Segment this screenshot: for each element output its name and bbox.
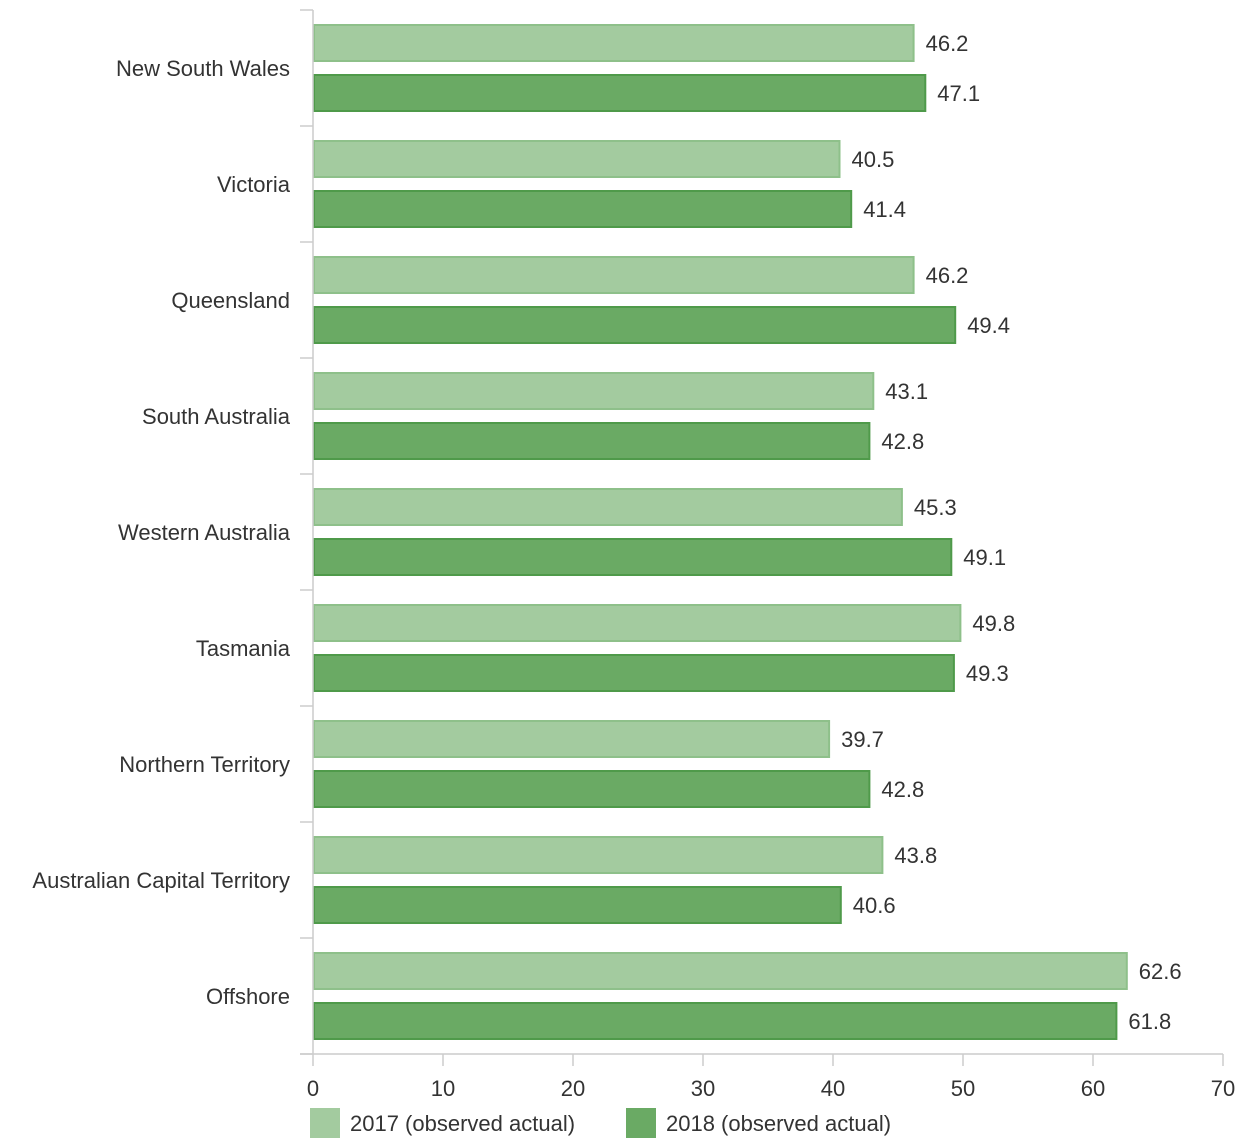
legend-label: 2018 (observed actual) (666, 1111, 891, 1136)
data-label: 49.4 (967, 313, 1010, 338)
data-label: 49.8 (972, 611, 1015, 636)
category-label: Tasmania (196, 636, 291, 661)
bar (313, 604, 962, 642)
category-label: Western Australia (118, 520, 291, 545)
bar (313, 190, 853, 228)
category-label: Queensland (171, 288, 290, 313)
data-label: 46.2 (926, 31, 969, 56)
category-labels-group: New South Wales Victoria Queensland South A… (32, 56, 290, 1009)
data-label: 40.5 (852, 147, 895, 172)
category-ticks-group (300, 9, 313, 1055)
bar (313, 306, 957, 344)
bar (313, 488, 903, 526)
legend: 2017 (observed actual) 2018 (observed act… (310, 1108, 891, 1138)
bar (313, 886, 842, 924)
x-tick-label: 20 (561, 1076, 585, 1101)
bar (313, 654, 955, 692)
x-tick-label: 70 (1211, 1076, 1235, 1101)
data-label: 39.7 (841, 727, 884, 752)
data-label: 61.8 (1128, 1009, 1171, 1034)
bar (313, 140, 841, 178)
bar (313, 422, 871, 460)
category-label: Victoria (217, 172, 291, 197)
bar (313, 372, 875, 410)
data-label: 43.1 (885, 379, 928, 404)
bar (313, 74, 927, 112)
legend-swatch (626, 1108, 656, 1138)
x-tick-label: 30 (691, 1076, 715, 1101)
bar (313, 952, 1128, 990)
data-label: 47.1 (937, 81, 980, 106)
bar (313, 720, 831, 758)
category-label: Australian Capital Territory (32, 868, 290, 893)
bars-group (313, 24, 1128, 1040)
category-label: Offshore (206, 984, 290, 1009)
legend-label: 2017 (observed actual) (350, 1111, 575, 1136)
bar (313, 836, 884, 874)
data-label: 49.3 (966, 661, 1009, 686)
bar (313, 770, 871, 808)
value-labels-group: 46.2 47.1 40.5 41.4 46.2 49.4 43.1 42.8 45.349.1… (841, 31, 1182, 1034)
bar (313, 1002, 1118, 1040)
bar (313, 538, 953, 576)
bar (313, 24, 915, 62)
category-label: Northern Territory (119, 752, 290, 777)
data-label: 49.1 (963, 545, 1006, 570)
data-label: 62.6 (1139, 959, 1182, 984)
category-label: New South Wales (116, 56, 290, 81)
legend-swatch (310, 1108, 340, 1138)
bar (313, 256, 915, 294)
x-tick-label: 50 (951, 1076, 975, 1101)
axes-group (300, 10, 1223, 1055)
data-label: 43.8 (894, 843, 937, 868)
data-label: 42.8 (881, 777, 924, 802)
x-tick-label: 0 (307, 1076, 319, 1101)
data-label: 46.2 (926, 263, 969, 288)
x-ticks-group: 0 10 20 30 40 50 60 70 (307, 1054, 1235, 1101)
data-label: 41.4 (863, 197, 906, 222)
x-tick-label: 10 (431, 1076, 455, 1101)
data-label: 40.6 (853, 893, 896, 918)
category-label: South Australia (142, 404, 291, 429)
data-label: 42.8 (881, 429, 924, 454)
x-tick-label: 40 (821, 1076, 845, 1101)
x-tick-label: 60 (1081, 1076, 1105, 1101)
data-label: 45.3 (914, 495, 957, 520)
